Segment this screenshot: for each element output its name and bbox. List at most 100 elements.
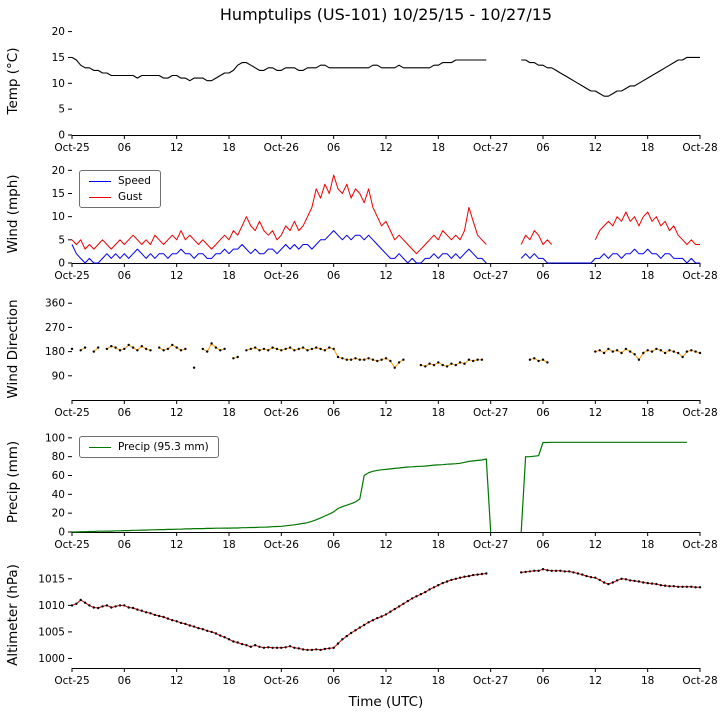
temp-xtick-label: 18	[641, 142, 654, 154]
wind-xtick-label: 06	[536, 270, 550, 282]
wind-xtick-label: Oct-25	[54, 270, 89, 282]
wind-direction-marker	[480, 358, 484, 361]
altimeter-marker	[105, 604, 109, 607]
wind-xtick-label: 18	[641, 270, 654, 282]
altimeter-xtick-label: Oct-26	[264, 675, 300, 687]
wind-direction-marker	[184, 347, 187, 351]
altimeter-marker	[153, 613, 157, 617]
precip-ytick-label: 100	[45, 432, 65, 444]
temp-xtick-label: 12	[170, 142, 183, 154]
altimeter-marker	[445, 580, 449, 583]
precip-xtick-label: 18	[222, 539, 235, 551]
altimeter-marker	[476, 573, 479, 576]
altimeter-marker	[629, 579, 632, 582]
wind-direction-marker	[254, 346, 257, 349]
wind-direction-xtick-label: 18	[641, 407, 654, 419]
altimeter-xtick-label: Oct-28	[682, 675, 717, 687]
altimeter-marker	[275, 646, 279, 649]
altimeter-marker	[284, 646, 287, 649]
temp-xtick-label: 18	[432, 142, 445, 154]
wind-direction-marker	[642, 351, 645, 355]
wind-direction-marker	[607, 347, 610, 351]
altimeter-marker	[533, 569, 536, 572]
altimeter-ytick-label: 1005	[38, 626, 65, 638]
wind-direction-marker	[424, 365, 427, 368]
wind-direction-marker	[158, 346, 161, 349]
altimeter-marker	[589, 576, 593, 579]
altimeter-marker	[179, 621, 183, 625]
wind-direction-marker	[393, 366, 396, 369]
altimeter-xtick-label: 18	[432, 675, 445, 687]
wind-direction-marker	[114, 346, 117, 349]
precip-xtick-label: 12	[589, 539, 602, 551]
precip-ytick-label: 0	[58, 527, 65, 539]
altimeter-xtick-label: 18	[222, 675, 235, 687]
altimeter-marker	[332, 646, 335, 649]
wind-direction-marker	[267, 349, 270, 352]
altimeter-marker	[672, 585, 675, 588]
wind-direction-marker	[97, 346, 100, 349]
altimeter-marker	[380, 615, 383, 618]
wind-direction-marker	[668, 349, 671, 352]
altimeter-marker	[158, 614, 161, 618]
altimeter-marker	[454, 577, 457, 580]
precip-xtick-label: Oct-27	[473, 539, 508, 551]
wind-direction-ytick-label: 270	[45, 322, 65, 334]
wind-direction-marker	[131, 346, 135, 349]
wind-direction-marker	[354, 357, 357, 360]
temp-xtick-label: 06	[118, 142, 132, 154]
altimeter-marker	[319, 648, 322, 652]
wind-direction-xtick-label: 12	[170, 407, 183, 419]
altimeter-xtick-label: 06	[327, 675, 341, 687]
wind-direction-marker	[594, 350, 597, 353]
altimeter-marker	[384, 613, 388, 616]
temp-xtick-label: Oct-28	[682, 142, 717, 154]
altimeter-marker	[336, 642, 340, 645]
altimeter-marker	[611, 581, 614, 584]
wind-direction-marker	[201, 347, 204, 351]
altimeter-marker	[659, 584, 662, 587]
altimeter-marker	[223, 636, 226, 639]
wind-direction-marker	[611, 350, 614, 353]
altimeter-marker	[140, 609, 143, 612]
wind-direction-marker	[140, 345, 143, 348]
temp-ytick-label: 10	[52, 78, 65, 90]
altimeter-marker	[520, 571, 523, 574]
wind-direction-marker	[633, 353, 636, 356]
speed-line	[71, 230, 700, 264]
precip-xtick-label: 12	[379, 539, 392, 551]
altimeter-marker	[563, 570, 566, 573]
altimeter-marker	[70, 604, 74, 607]
altimeter-marker	[698, 586, 702, 589]
wind-direction-marker	[389, 359, 392, 363]
altimeter-marker	[411, 597, 414, 600]
wind-direction-marker	[677, 351, 680, 355]
altimeter-marker	[598, 578, 601, 582]
altimeter-marker	[288, 645, 292, 648]
wind-direction-marker	[328, 346, 331, 349]
wind-direction-marker	[363, 358, 366, 361]
altimeter-xtick-label: Oct-25	[54, 675, 89, 687]
temp-xtick-label: 06	[327, 142, 341, 154]
altimeter-marker	[75, 602, 78, 605]
wind-xtick-label: 18	[432, 270, 445, 282]
wind-direction-marker	[598, 349, 601, 352]
altimeter-marker	[424, 590, 427, 594]
wind-ytick-label: 10	[52, 211, 65, 223]
subplot-altimeter: 1000 1005 1010 1015 Oct-25 06 12 18 Oct-26 06 12 18…	[38, 568, 718, 687]
altimeter-marker	[88, 604, 91, 607]
wind-direction-marker	[349, 358, 353, 361]
temp-xtick-label: 12	[589, 142, 602, 154]
precip-ytick-label: 40	[52, 489, 65, 501]
wind-direction-marker	[345, 358, 348, 361]
wind-ytick-label: 5	[58, 234, 65, 246]
wind-direction-marker	[149, 349, 152, 352]
precip-ytick-label: 20	[52, 508, 65, 520]
wind-direction-marker	[319, 347, 322, 351]
precip-xtick-label: 06	[118, 539, 132, 551]
temp-xtick-label: 06	[536, 142, 550, 154]
altimeter-marker	[149, 612, 152, 615]
altimeter-marker	[485, 572, 488, 575]
altimeter-marker	[450, 578, 453, 582]
